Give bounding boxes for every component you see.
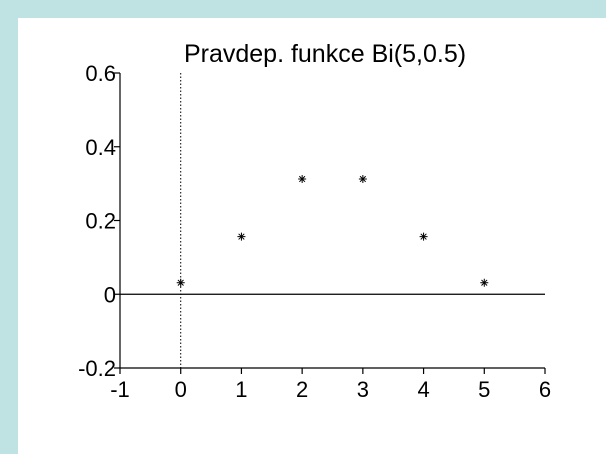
chart-panel: Pravdep. funkce Bi(5,0.5) -0.2 0 0.2 0.4 0.6… <box>18 18 606 454</box>
x-tick-label: 5 <box>478 377 490 402</box>
y-tick-label: 0.2 <box>85 209 116 234</box>
data-point <box>358 175 367 184</box>
x-tick-label: 4 <box>417 377 429 402</box>
axes <box>114 72 546 374</box>
x-tick-label: 0 <box>175 377 187 402</box>
scatter-plot: -0.2 0 0.2 0.4 0.6 -1 0 1 2 3 4 5 6 <box>78 61 551 402</box>
y-tick-label: 0.6 <box>85 61 116 86</box>
marker-stroke <box>177 279 184 286</box>
x-tick-label: 2 <box>296 377 308 402</box>
data-point <box>419 232 428 241</box>
marker-stroke <box>420 233 427 240</box>
data-point <box>176 278 185 287</box>
data-point <box>237 232 246 241</box>
data-point <box>480 278 489 287</box>
data-point <box>298 175 307 184</box>
marker-stroke <box>298 175 306 183</box>
y-tick-label: -0.2 <box>78 356 116 381</box>
x-tick-label: 3 <box>357 377 369 402</box>
marker-stroke <box>238 233 245 240</box>
tick-labels: -0.2 0 0.2 0.4 0.6 -1 0 1 2 3 4 5 6 <box>78 61 551 402</box>
x-tick-label: 1 <box>235 377 247 402</box>
data-points <box>176 175 489 287</box>
x-tick-label: 6 <box>539 377 551 402</box>
y-tick-label: 0 <box>104 282 116 307</box>
y-tick-label: 0.4 <box>85 135 116 160</box>
x-tick-label: -1 <box>110 377 130 402</box>
marker-stroke <box>359 175 367 183</box>
chart-title: Pravdep. funkce Bi(5,0.5) <box>183 40 467 68</box>
marker-stroke <box>481 279 488 286</box>
